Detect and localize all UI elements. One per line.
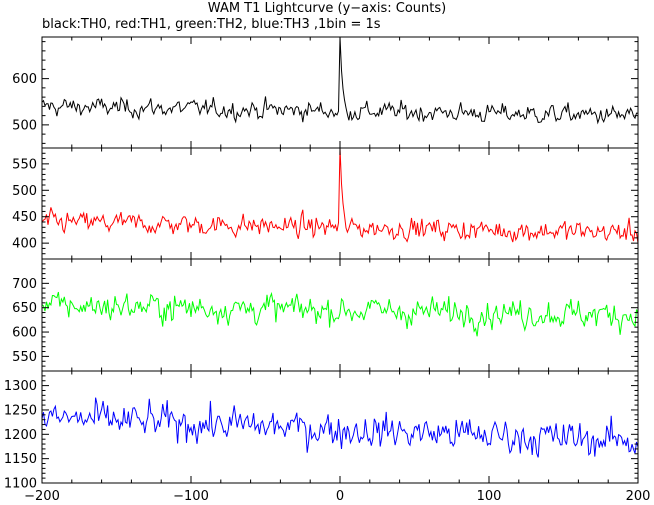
y-tick-label: 500 [12, 184, 37, 199]
x-tick-label: −200 [24, 489, 60, 504]
y-tick-label: 1100 [4, 477, 37, 492]
y-tick-label: 1250 [4, 403, 37, 418]
y-tick-label: 450 [12, 210, 37, 225]
series-line-th1 [42, 148, 638, 244]
series-line-th0 [42, 37, 638, 125]
y-tick-label: 1150 [4, 452, 37, 467]
y-tick-label: 600 [12, 72, 37, 87]
panel-frame-th3 [41, 370, 639, 484]
y-tick-label: 700 [12, 277, 37, 292]
y-tick-label: 600 [12, 326, 37, 341]
y-tick-label: 500 [12, 118, 37, 133]
y-tick-label: 550 [12, 350, 37, 365]
y-tick-label: 550 [12, 157, 37, 172]
chart-subtitle: black:TH0, red:TH1, green:TH2, blue:TH3 … [42, 17, 381, 32]
y-tick-label: 1300 [4, 379, 37, 394]
y-tick-label: 400 [12, 237, 37, 252]
x-tick-label: −100 [173, 489, 209, 504]
x-tick-label: 100 [477, 489, 502, 504]
y-tick-label: 650 [12, 301, 37, 316]
series-line-th2 [42, 291, 638, 337]
x-tick-label: 0 [336, 489, 344, 504]
chart-title: WAM T1 Lightcurve (y−axis: Counts) [207, 1, 447, 16]
y-tick-label: 1200 [4, 428, 37, 443]
x-tick-label: 200 [626, 489, 651, 504]
series-line-th3 [42, 397, 638, 458]
